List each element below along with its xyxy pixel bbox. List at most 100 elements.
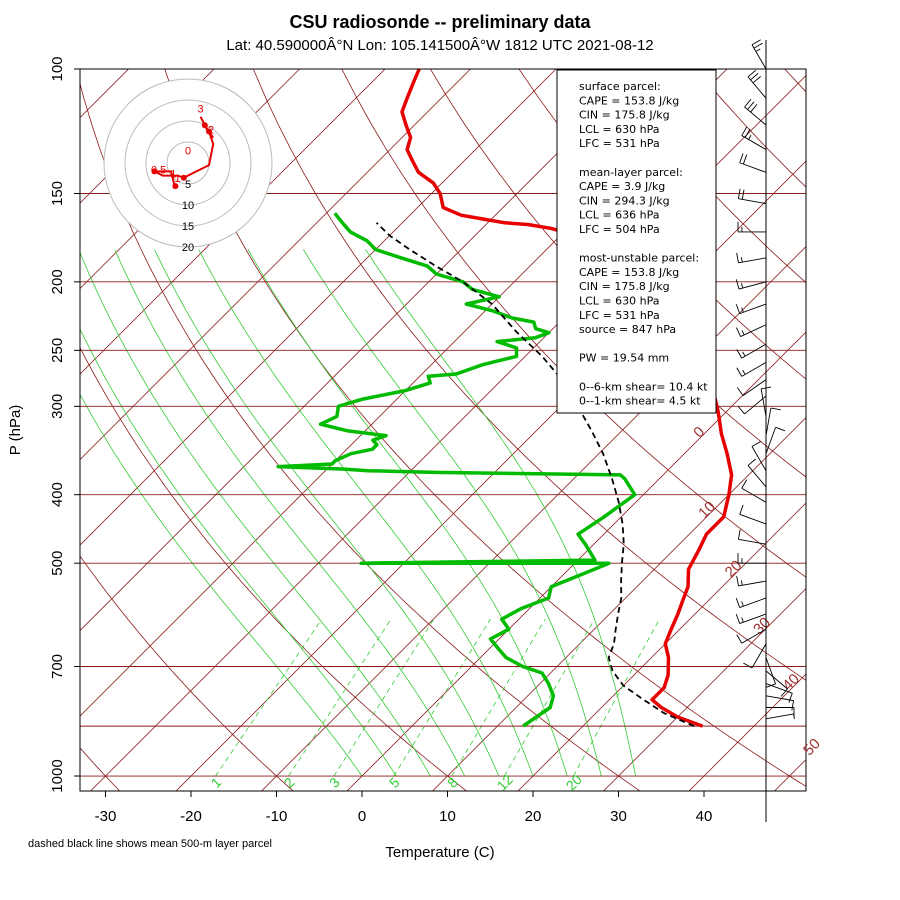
wind-barb-flag: [737, 188, 741, 199]
stats-line: LCL = 630 hPa: [579, 123, 660, 136]
wind-barb-flag: [793, 713, 795, 719]
wind-barb-flag: [788, 692, 793, 703]
wind-barb-staff: [751, 44, 767, 70]
mixing-ratio-line: [573, 618, 660, 777]
stats-line: LCL = 636 hPa: [579, 209, 660, 222]
wind-barb-staff: [765, 713, 794, 720]
wind-barb-flag: [755, 48, 761, 52]
wind-barb-flag: [747, 70, 756, 78]
dry-adiabat: [80, 346, 467, 791]
wind-barb-flag: [761, 386, 772, 390]
isotherm-label: 10: [695, 498, 719, 522]
stats-line: LFC = 504 hPa: [579, 223, 660, 236]
dry-adiabat: [873, 69, 900, 791]
x-tick-label: -20: [180, 808, 202, 825]
wind-barb-flag: [750, 73, 759, 81]
wind-barb-flag: [737, 405, 745, 415]
wind-barb-flag: [750, 104, 758, 113]
footnote: dashed black line shows mean 500-m layer…: [28, 838, 272, 850]
hodograph-point-label: 1: [174, 173, 180, 185]
isotherm-label: 50: [800, 735, 824, 759]
stats-line: CIN = 175.8 J/kg: [579, 280, 670, 293]
hodograph-trace: [153, 116, 215, 187]
mixing-ratio-line: [333, 618, 435, 777]
y-tick-label: 1000: [49, 759, 66, 792]
mixing-ratio-label: 3: [326, 774, 343, 791]
x-tick-label: 30: [610, 808, 627, 825]
wind-barb-flag: [741, 189, 745, 200]
wind-barb-flag: [747, 458, 756, 466]
wind-barb-staff: [765, 670, 788, 690]
wind-barb-flag: [741, 330, 745, 336]
wind-barb-flag: [736, 349, 743, 359]
wind-barb-flag: [735, 598, 741, 608]
x-tick-label: -30: [95, 808, 117, 825]
stats-line: LFC = 531 hPa: [579, 137, 660, 150]
y-tick-label: 400: [49, 482, 66, 507]
wind-barb-flag: [741, 307, 744, 313]
wind-barb-flag: [742, 351, 746, 357]
wind-barb-flag: [748, 134, 752, 140]
hodograph-point: [180, 174, 187, 181]
wind-barb-flag: [740, 580, 743, 586]
wind-barb-flag: [736, 576, 739, 587]
dry-adiabat: [341, 69, 806, 578]
wind-barb-staff: [744, 395, 767, 415]
mixing-ratio-label: 5: [386, 774, 403, 791]
stats-line: 0--1-km shear= 4.5 kt: [579, 395, 701, 408]
mixing-ratio-label: 2: [281, 774, 298, 791]
wind-barb-staff: [738, 257, 767, 264]
x-tick-label: 40: [696, 808, 713, 825]
x-tick-label: 10: [439, 808, 456, 825]
wind-barb-flag: [739, 504, 744, 515]
wind-barb-flag: [753, 42, 763, 49]
wind-barb-staff: [765, 683, 793, 694]
hodograph-ring-label: 15: [182, 221, 194, 233]
isotherm-line: [517, 502, 806, 791]
hodograph-point-label: 2: [208, 125, 214, 137]
stats-line: 0--6-km shear= 10.4 kt: [579, 380, 708, 393]
dry-adiabat: [518, 69, 806, 380]
hodograph-point-label: 1: [170, 169, 176, 181]
wind-barbs: [735, 39, 795, 822]
moist-adiabat: [247, 249, 568, 777]
wind-barb-flag: [741, 479, 748, 489]
stats-line: most-unstable parcel:: [579, 252, 699, 265]
hodograph-ring-label: 20: [182, 242, 194, 254]
wind-barb-flag: [751, 441, 761, 447]
x-tick-label: 0: [358, 808, 366, 825]
wind-barb-flag: [735, 614, 741, 624]
mixing-ratio-line: [288, 618, 392, 777]
plot-frame: [79, 68, 807, 792]
hodograph-point: [206, 128, 212, 135]
wind-barb-staff: [744, 106, 767, 126]
wind-barb-staff: [738, 580, 767, 587]
isotherm-line: [80, 69, 557, 546]
wind-barb-flag: [743, 662, 753, 669]
wind-barb-flag: [735, 327, 742, 337]
mixing-ratio-label: 8: [444, 774, 461, 791]
dry-adiabat: [80, 82, 641, 791]
hodograph-ring: [103, 78, 273, 248]
isotherm-line: [432, 416, 806, 791]
y-tick-label: 500: [49, 551, 66, 576]
wind-barb-staff: [738, 538, 767, 545]
dry-adiabat: [252, 69, 806, 681]
wind-barb-staff: [751, 446, 767, 471]
isotherm-line: [860, 69, 900, 791]
mixing-ratio-line: [215, 618, 323, 777]
stats-line: CAPE = 3.9 J/kg: [579, 180, 665, 193]
mixing-ratio-labels: 1 2 3 5 8 12 20: [208, 771, 586, 793]
hodograph-point-label: 3: [198, 104, 204, 116]
wind-barb-flag: [744, 128, 751, 138]
wind-barb-flag: [780, 688, 788, 697]
y-axis-ticks: 100 150 200 250 300 400 500 700 1000: [49, 56, 80, 793]
wind-barb-staff: [765, 407, 772, 436]
hodograph-ring-label: 10: [182, 200, 194, 212]
hodograph-point-label: 0: [185, 146, 191, 158]
wind-barb-staff: [765, 427, 776, 454]
wind-barb-flag: [735, 279, 740, 290]
dewpoint-line: [276, 212, 637, 728]
stats-line: CIN = 294.3 J/kg: [579, 194, 670, 207]
